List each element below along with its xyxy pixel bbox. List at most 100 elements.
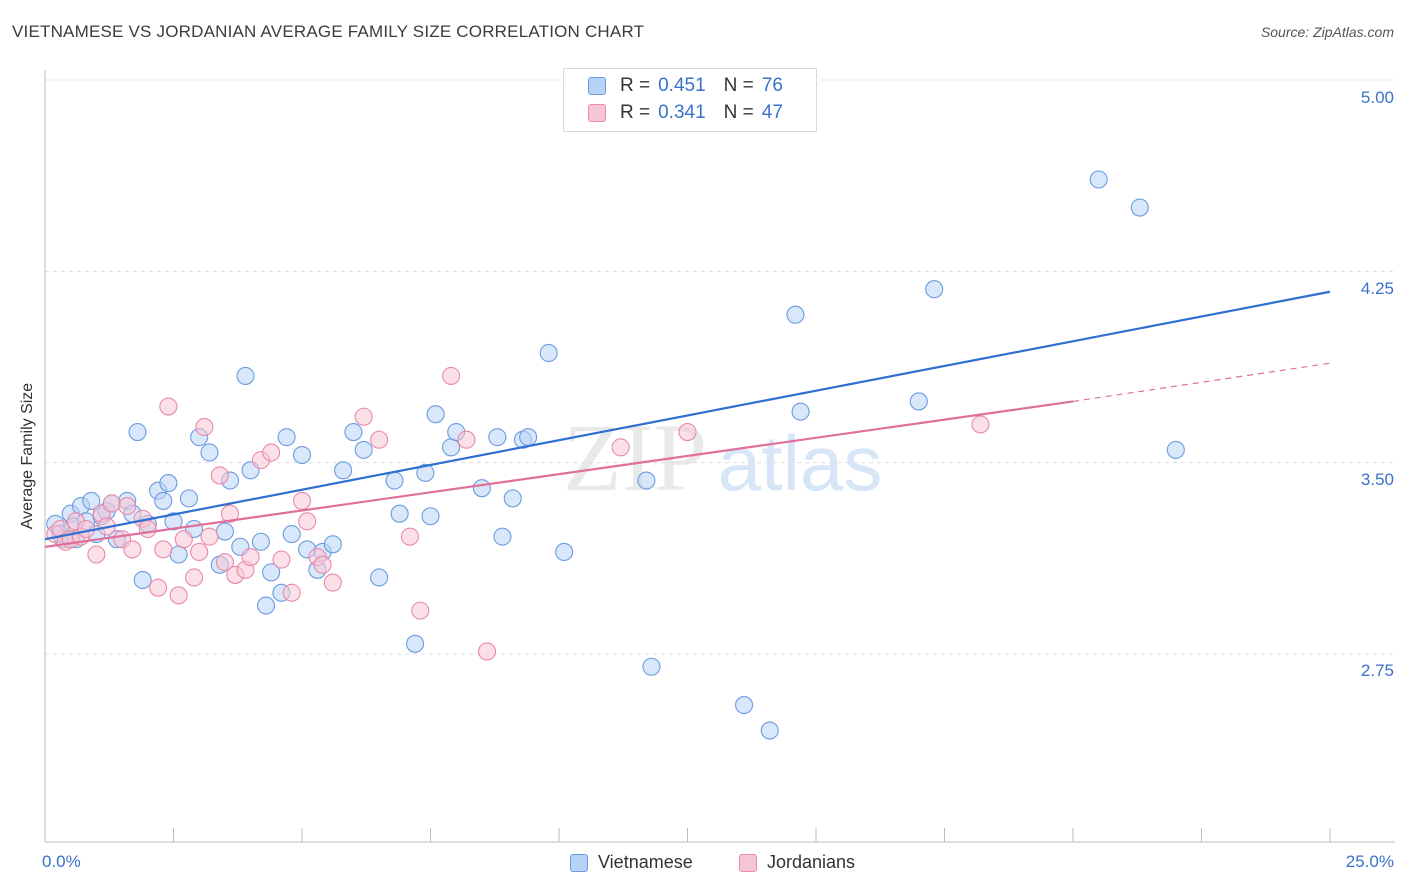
vietnamese-point (370, 568, 389, 587)
jordanian-trend-extension (1072, 362, 1331, 403)
jordanian-point (323, 573, 342, 592)
r-value-jordanian: 0.341 (658, 102, 706, 123)
jordanian-point (272, 550, 291, 569)
jordanian-point (292, 491, 312, 510)
vietnamese-point (334, 461, 353, 480)
source-label: Source: ZipAtlas.com (1260, 24, 1394, 40)
jordanian-point (611, 438, 630, 457)
jordanian-point (354, 407, 373, 426)
vietnamese-legend-swatch (570, 853, 588, 872)
jordanian-point (282, 583, 301, 602)
jordanian-point (313, 555, 332, 574)
watermark-zip: ZIP (563, 404, 707, 511)
correlation-legend: R = 0.451 N = 76 R = 0.341 N = 47 (563, 68, 817, 132)
jordanian-points (46, 366, 990, 661)
jordanian-point (118, 496, 137, 516)
legend-item-jordanians: Jordanians (739, 852, 855, 873)
vietnamese-point (82, 491, 101, 510)
vietnamese-point (925, 280, 944, 299)
vietnamese-point (786, 305, 805, 324)
vietnamese-point (472, 479, 491, 498)
jordanian-point (262, 443, 281, 462)
vietnamese-swatch (588, 77, 606, 95)
vietnamese-point (169, 545, 188, 564)
n-label: N = (723, 102, 754, 123)
jordanian-trend-line (44, 400, 1074, 548)
vietnamese-point (1089, 170, 1108, 189)
jordanian-point (169, 586, 188, 605)
vietnamese-point (421, 507, 440, 526)
r-label: R = (620, 75, 651, 96)
jordanian-swatch (588, 104, 606, 122)
jordanian-point (149, 578, 168, 597)
jordanian-point (77, 519, 96, 539)
y-tick-2-75: 2.75 (1360, 661, 1394, 680)
vietnamese-point (164, 512, 183, 531)
vietnamese-point (256, 596, 276, 615)
jordanian-point (174, 530, 193, 549)
vietnamese-point (385, 471, 404, 490)
vietnamese-point (215, 522, 234, 541)
legend-label-jordanians: Jordanians (767, 852, 856, 872)
jordanian-point (195, 417, 214, 437)
vietnamese-point (323, 535, 342, 554)
jordanian-point (457, 430, 476, 449)
vietnamese-point (734, 695, 754, 715)
x-tick-min: 0.0% (42, 852, 81, 871)
jordanian-point (185, 568, 204, 587)
r-value-vietnamese: 0.451 (658, 75, 706, 96)
r-label: R = (620, 102, 651, 123)
vietnamese-point (760, 721, 779, 740)
vietnamese-point (159, 474, 178, 493)
legend-row-jordanian: R = 0.341 N = 47 (588, 100, 783, 126)
trend-lines (44, 290, 1331, 548)
vietnamese-points (46, 170, 1185, 740)
jordanian-point (200, 527, 219, 546)
jordanian-point (678, 423, 697, 442)
vietnamese-point (503, 489, 522, 508)
vietnamese-point (200, 443, 219, 462)
jordanian-point (154, 540, 173, 559)
y-tick-3-50: 3.50 (1360, 470, 1394, 489)
jordanian-point (971, 415, 990, 434)
jordanian-point (411, 601, 430, 620)
vietnamese-point (488, 428, 507, 447)
vietnamese-point (179, 489, 198, 508)
n-value-vietnamese: 76 (761, 75, 783, 96)
jordanian-point (102, 494, 121, 513)
jordanian-point (370, 430, 389, 449)
jordanian-point (220, 504, 240, 523)
vietnamese-point (354, 440, 373, 459)
vietnamese-point (909, 392, 928, 411)
vietnamese-point (416, 463, 435, 482)
jordanian-point (477, 642, 497, 661)
vietnamese-point (236, 366, 255, 385)
jordanian-point (87, 545, 106, 564)
jordanian-point (138, 519, 157, 539)
vietnamese-point (390, 504, 409, 523)
x-tick-max: 25.0% (1345, 852, 1394, 871)
vietnamese-point (642, 657, 661, 676)
vietnamese-point (442, 438, 461, 457)
jordanian-point (159, 397, 178, 416)
jordanian-point (442, 366, 461, 385)
jordanian-point (400, 527, 419, 546)
vietnamese-point (637, 471, 656, 490)
legend-item-vietnamese: Vietnamese (570, 852, 693, 873)
vietnamese-point (519, 428, 538, 447)
vietnamese-trend-line (44, 290, 1331, 541)
vietnamese-point (426, 405, 445, 424)
vietnamese-point (493, 527, 512, 546)
vietnamese-point (1166, 440, 1185, 459)
vietnamese-point (791, 402, 810, 421)
jordanian-point (190, 542, 209, 562)
vietnamese-point (1130, 198, 1149, 217)
jordanian-legend-swatch (739, 853, 757, 872)
n-label: N = (723, 75, 754, 96)
vietnamese-point (344, 423, 363, 442)
jordanian-point (241, 548, 260, 567)
vietnamese-point (406, 634, 425, 653)
vietnamese-point (539, 343, 558, 363)
jordanian-point (215, 553, 234, 572)
vietnamese-point (277, 428, 296, 447)
